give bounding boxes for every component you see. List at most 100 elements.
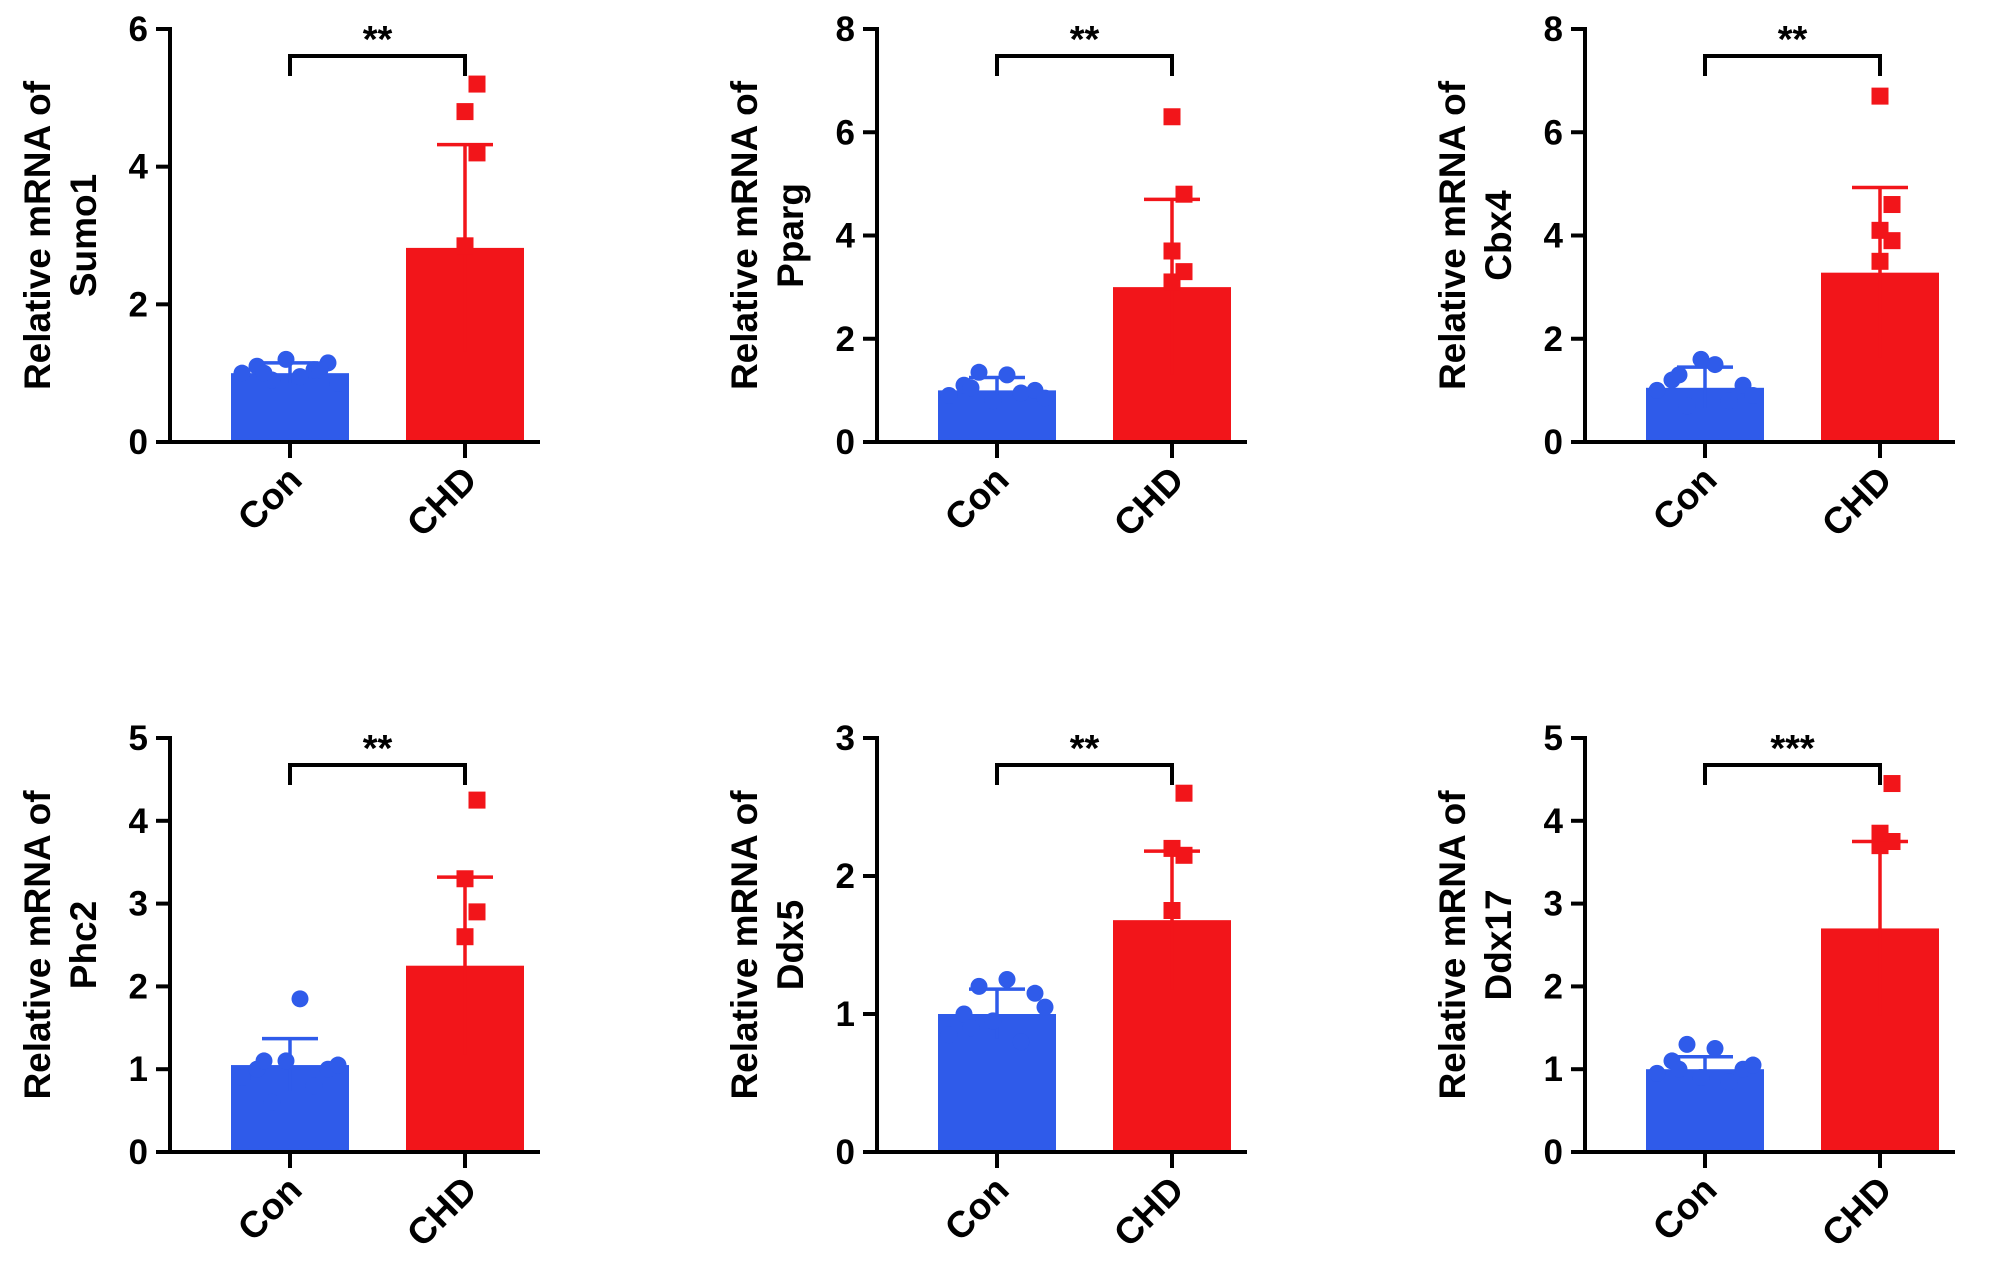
data-point-con: [962, 379, 980, 397]
y-axis-label-line: Relative mRNA of: [1432, 790, 1473, 1100]
data-point-con: [311, 361, 329, 379]
data-point-con: [233, 1068, 251, 1086]
y-axis-label: Relative mRNA of Cbx4: [1432, 80, 1519, 390]
data-point-con: [233, 364, 251, 382]
data-point-con: [970, 363, 988, 381]
x-tick-label-chd: CHD: [1814, 459, 1900, 545]
y-tick-label: 6: [836, 113, 855, 152]
data-point-con: [1744, 387, 1762, 405]
data-point-chd: [1163, 242, 1181, 260]
data-point-chd: [468, 75, 486, 93]
significance-label: **: [1778, 19, 1808, 61]
x-tick-label-con: Con: [937, 1169, 1017, 1249]
x-tick-label-chd: CHD: [399, 459, 485, 545]
chart-panel-6: 0 1 2 3 4 5 Con CHD Relative mRNA of Ddx17 ***: [1432, 719, 1955, 1254]
x-tick-label-con: Con: [1645, 459, 1725, 539]
bar-con: [231, 373, 349, 442]
y-tick-label: 3: [836, 719, 855, 758]
y-tick-label: 8: [836, 10, 855, 49]
data-point-con: [1648, 381, 1666, 399]
data-point-con: [291, 990, 309, 1008]
y-tick-label: 1: [129, 1050, 148, 1089]
error-bar-chd: [1852, 185, 1908, 358]
significance-bracket: [1703, 763, 1882, 785]
data-point-con: [1648, 1064, 1666, 1082]
data-point-con: [1036, 389, 1054, 407]
y-tick-label: 5: [129, 719, 148, 758]
data-point-con: [329, 1056, 347, 1074]
x-tick-label-chd: CHD: [1106, 459, 1192, 545]
chart-panel-1: 0 2 4 6 Con CHD Relative mRNA of Sumo1 **: [17, 10, 540, 544]
x-tick-label-con: Con: [1645, 1169, 1725, 1249]
y-axis-label-line: Ddx17: [1478, 889, 1519, 1000]
y-axis-label: Relative mRNA of Pparg: [724, 80, 811, 390]
chart-panel-2: 0 2 4 6 8 Con CHD Relative mRNA of Pparg **: [724, 10, 1247, 544]
x-tick-label-con: Con: [230, 1169, 310, 1249]
significance-label: **: [363, 19, 393, 61]
significance-bracket: [995, 54, 1174, 76]
data-point-con: [955, 1005, 973, 1023]
chart-panel-5: 0 1 2 3 Con CHD Relative mRNA of Ddx5 **: [724, 719, 1247, 1254]
data-point-con: [1678, 1035, 1696, 1053]
y-axis-label-line: Relative mRNA of: [1432, 80, 1473, 390]
data-point-con: [277, 350, 295, 368]
y-tick-label: 4: [1544, 802, 1564, 841]
data-point-con: [1012, 384, 1030, 402]
y-tick-label: 2: [836, 320, 855, 359]
y-tick-label: 8: [1544, 10, 1563, 49]
y-tick-label: 0: [129, 1133, 148, 1172]
data-point-con: [1012, 1033, 1030, 1051]
data-point-chd: [1175, 263, 1193, 281]
data-point-con: [255, 364, 273, 382]
y-axis-label-line: Relative mRNA of: [724, 790, 765, 1100]
error-bar-con: [1677, 365, 1733, 409]
y-tick-label: 2: [1544, 320, 1563, 359]
data-point-con: [1720, 392, 1738, 410]
data-point-chd: [468, 144, 486, 162]
y-axis-label-line: Sumo1: [63, 174, 104, 297]
y-axis-label: Relative mRNA of Phc2: [17, 790, 104, 1100]
y-tick-label: 4: [129, 802, 149, 841]
significance-label: **: [1070, 728, 1100, 770]
data-point-con: [263, 1093, 281, 1111]
y-axis-label-line: Pparg: [770, 183, 811, 288]
data-point-con: [962, 1019, 980, 1037]
data-point-con: [984, 1012, 1002, 1030]
y-axis-label-line: Relative mRNA of: [17, 790, 58, 1100]
data-point-con: [1706, 1040, 1724, 1057]
chart-panel-4: 0 1 2 3 4 5 Con CHD Relative mRNA of Phc2 **: [17, 719, 540, 1254]
y-tick-label: 2: [129, 967, 148, 1006]
data-point-chd: [456, 237, 474, 255]
y-axis-label-line: Relative mRNA of: [724, 80, 765, 390]
data-point-con: [305, 1077, 323, 1095]
y-axis-label: Relative mRNA of Ddx17: [1432, 790, 1519, 1100]
y-tick-label: 5: [1544, 719, 1563, 758]
y-axis-label-line: Phc2: [63, 901, 104, 989]
y-tick-label: 0: [836, 423, 855, 462]
data-point-chd: [1175, 784, 1193, 802]
data-point-chd: [1871, 252, 1889, 270]
x-tick-label-chd: CHD: [1106, 1169, 1192, 1255]
data-point-con: [1036, 998, 1054, 1016]
data-point-con: [998, 366, 1016, 384]
y-axis-label: Relative mRNA of Sumo1: [17, 80, 104, 390]
significance-bracket: [1703, 54, 1882, 76]
x-tick-label-con: Con: [230, 459, 310, 539]
data-point-chd: [1175, 185, 1193, 203]
data-point-chd: [1163, 902, 1181, 919]
y-tick-label: 6: [1544, 113, 1563, 152]
data-point-con: [970, 977, 988, 995]
significance-label: **: [363, 728, 393, 770]
data-point-chd: [1871, 87, 1889, 105]
y-tick-label: 3: [1544, 885, 1563, 924]
data-point-con: [277, 1052, 295, 1070]
y-tick-label: 0: [1544, 423, 1563, 462]
data-point-chd: [1871, 221, 1889, 239]
data-point-con: [1706, 356, 1724, 374]
y-tick-label: 1: [836, 995, 855, 1034]
y-tick-label: 4: [1544, 217, 1564, 256]
chart-panel-3: 0 2 4 6 8 Con CHD Relative mRNA of Cbx4 **: [1432, 10, 1955, 544]
data-point-con: [1670, 1060, 1688, 1078]
data-point-con: [1026, 984, 1044, 1002]
